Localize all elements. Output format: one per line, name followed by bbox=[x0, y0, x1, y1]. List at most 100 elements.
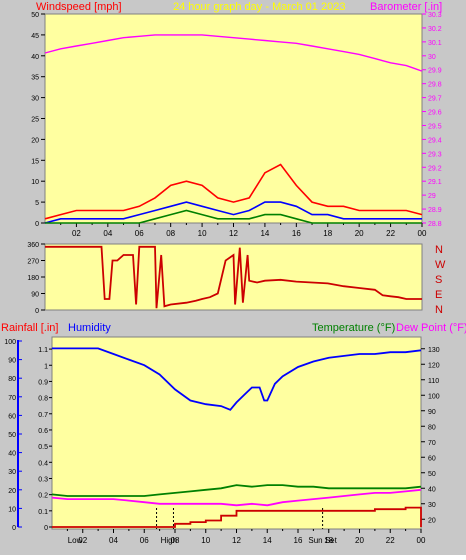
humidity-label: Humidity bbox=[68, 322, 111, 334]
wind-x-tick-label: 04 bbox=[103, 229, 112, 238]
rain-x-tick-label: 16 bbox=[294, 536, 303, 545]
barometer-tick-label: 30.3 bbox=[428, 12, 442, 19]
marker-label: High bbox=[161, 536, 177, 545]
rainfall-tick-label: 0.9 bbox=[38, 379, 48, 386]
low-high-sunset-markers: Low High Sun Set bbox=[68, 508, 338, 545]
wind-x-tick-label: 20 bbox=[355, 229, 364, 238]
rainfall-tick-label: 0.7 bbox=[38, 412, 48, 419]
barometer-tick-label: 29.8 bbox=[428, 82, 442, 89]
rainfall-tick-label: 0.4 bbox=[38, 460, 48, 467]
rainfall-tick-label: 0 bbox=[44, 525, 48, 532]
temperature-tick-label: 120 bbox=[428, 362, 440, 369]
humidity-tick-label: 50 bbox=[8, 432, 16, 439]
direction-tick-label: 360 bbox=[27, 242, 39, 249]
temperature-tick-label: 40 bbox=[428, 486, 436, 493]
wind-tick-label: 40 bbox=[31, 54, 39, 61]
wind-series bbox=[44, 34, 423, 224]
rainfall-tick-label: 0.1 bbox=[38, 509, 48, 516]
temperature-tick-label: 80 bbox=[428, 424, 436, 431]
humidity-tick-label: 60 bbox=[8, 413, 16, 420]
barometer-tick-label: 29.5 bbox=[428, 123, 442, 130]
humidity-tick-label: 10 bbox=[8, 506, 16, 513]
wind-x-tick-label: 22 bbox=[386, 229, 395, 238]
compass-label: S bbox=[435, 274, 442, 286]
series-line-wind-low bbox=[45, 209, 422, 224]
series-line-direction bbox=[45, 245, 422, 309]
series-line-barometer bbox=[44, 34, 423, 72]
temperature-tick-label: 20 bbox=[428, 517, 436, 524]
series-line-rainfall bbox=[52, 506, 422, 528]
temperature-tick-label: 70 bbox=[428, 440, 436, 447]
wind-plot-area bbox=[44, 13, 423, 224]
dew-point-label: Dew Point (°F) bbox=[396, 322, 466, 334]
wind-tick-label: 30 bbox=[31, 96, 39, 103]
rain-x-tick-label: 18 bbox=[324, 536, 333, 545]
wind-x-tick-label: 10 bbox=[198, 229, 207, 238]
humidity-tick-label: 100 bbox=[4, 339, 16, 346]
wind-tick-label: 45 bbox=[31, 33, 39, 40]
barometer-tick-label: 29.3 bbox=[428, 151, 442, 158]
barometer-tick-label: 29.1 bbox=[428, 179, 442, 186]
wind-tick-label: 35 bbox=[31, 75, 39, 82]
barometer-right-axis: 28.8 28.9 29 29.1 29.2 29.3 29.4 29.5 29.6 29.7 29… bbox=[422, 12, 442, 228]
rain-x-tick-label: 10 bbox=[201, 536, 210, 545]
wind-tick-label: 5 bbox=[35, 200, 39, 207]
barometer-tick-label: 29.6 bbox=[428, 110, 442, 117]
marker-label: Low bbox=[68, 536, 83, 545]
humidity-axis: 0 10 20 30 40 50 60 70 80 90 100 bbox=[4, 339, 22, 532]
direction-tick-label: 180 bbox=[27, 275, 39, 282]
direction-left-axis: 0 90 180 270 360 bbox=[27, 242, 45, 315]
humidity-tick-label: 30 bbox=[8, 469, 16, 476]
barometer-tick-label: 29.7 bbox=[428, 96, 442, 103]
wind-x-tick-label: 14 bbox=[260, 229, 269, 238]
wind-x-tick-label: 06 bbox=[135, 229, 144, 238]
rain-x-tick-label: 06 bbox=[140, 536, 149, 545]
wind-x-tick-label: 12 bbox=[229, 229, 238, 238]
rainfall-tick-label: 1 bbox=[44, 363, 48, 370]
direction-tick-label: 90 bbox=[31, 292, 39, 299]
direction-tick-label: 0 bbox=[35, 308, 39, 315]
wind-x-tick-label: 02 bbox=[72, 229, 81, 238]
barometer-tick-label: 29.2 bbox=[428, 165, 442, 172]
compass-label: E bbox=[435, 289, 442, 301]
temperature-axis: 20 30 40 50 60 70 80 90 100 110 120 130 bbox=[421, 347, 440, 524]
temperature-tick-label: 130 bbox=[428, 347, 440, 354]
rainfall-tick-label: 0.5 bbox=[38, 444, 48, 451]
barometer-tick-label: 29 bbox=[428, 193, 436, 200]
wind-x-tick-label: 18 bbox=[323, 229, 332, 238]
humidity-tick-label: 90 bbox=[8, 358, 16, 365]
temperature-tick-label: 60 bbox=[428, 455, 436, 462]
wind-tick-label: 0 bbox=[35, 221, 39, 228]
wind-x-axis: 02 04 06 08 10 12 14 16 18 20 22 00 bbox=[60, 223, 427, 238]
barometer-tick-label: 30 bbox=[428, 54, 436, 61]
series-line-dew-point bbox=[51, 488, 422, 507]
humidity-tick-label: 20 bbox=[8, 488, 16, 495]
rain-x-axis: 02 04 06 08 10 12 14 16 18 20 22 00 bbox=[66, 529, 426, 545]
barometer-tick-label: 28.8 bbox=[428, 221, 442, 228]
compass-label: W bbox=[435, 259, 446, 271]
series-line-temperature bbox=[51, 484, 422, 497]
rain-x-tick-label: 14 bbox=[263, 536, 272, 545]
wind-tick-label: 15 bbox=[31, 158, 39, 165]
series-line-wind-gust bbox=[44, 163, 423, 220]
barometer-tick-label: 28.9 bbox=[428, 207, 442, 214]
wind-x-tick-label: 00 bbox=[418, 229, 427, 238]
temperature-tick-label: 50 bbox=[428, 471, 436, 478]
rainfall-tick-label: 0.3 bbox=[38, 476, 48, 483]
direction-series bbox=[45, 245, 422, 309]
rain-x-tick-label: 02 bbox=[78, 536, 87, 545]
rain-x-tick-label: 00 bbox=[417, 536, 426, 545]
rain-x-tick-label: 12 bbox=[232, 536, 241, 545]
humidity-tick-label: 80 bbox=[8, 376, 16, 383]
rain-x-tick-label: 20 bbox=[355, 536, 364, 545]
barometer-tick-label: 30.1 bbox=[428, 40, 442, 47]
humidity-tick-label: 70 bbox=[8, 395, 16, 402]
rainfall-label: Rainfall [.in] bbox=[1, 322, 58, 334]
rainfall-tick-label: 0.6 bbox=[38, 428, 48, 435]
rainfall-tick-label: 0.2 bbox=[38, 493, 48, 500]
temperature-tick-label: 100 bbox=[428, 393, 440, 400]
rain-x-tick-label: 22 bbox=[386, 536, 395, 545]
marker-label: Sun Set bbox=[308, 536, 337, 545]
